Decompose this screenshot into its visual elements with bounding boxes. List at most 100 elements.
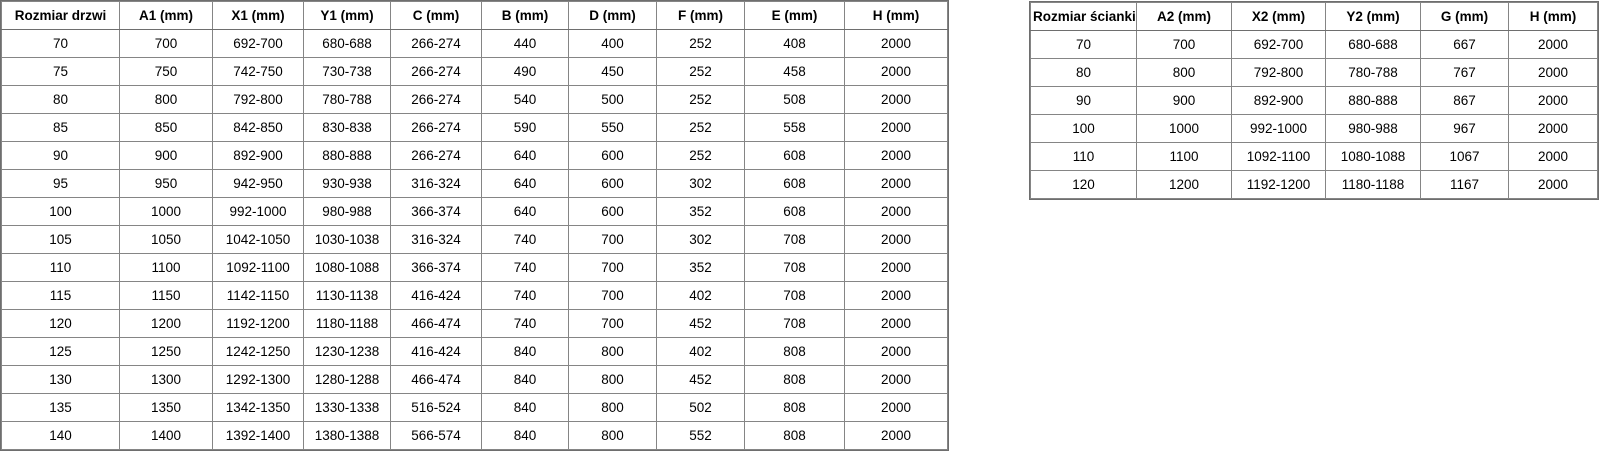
table-cell: 590 (481, 113, 569, 142)
table-cell: 900 (119, 141, 213, 170)
table-cell: 742-750 (212, 57, 304, 86)
table-cell: 490 (481, 57, 569, 86)
table-cell: 850 (119, 113, 213, 142)
table-cell: 1330-1338 (303, 393, 391, 422)
table-cell: 85 (1, 113, 120, 142)
table-row: 115 1150 1142-1150 1130-1138 416-424 740 700 40… (1, 281, 948, 310)
table-cell: 680-688 (1325, 30, 1421, 59)
table-row: 110 1100 1092-1100 1080-1088 1067 2000 (1030, 142, 1598, 171)
table-row: 100 1000 992-1000 980-988 967 2000 (1030, 114, 1598, 143)
table-cell: 2000 (844, 337, 948, 366)
column-header: X2 (mm) (1231, 2, 1326, 31)
column-header: A1 (mm) (119, 1, 213, 30)
table-row: 100 1000 992-1000 980-988 366-374 640 600 352 60… (1, 197, 948, 226)
table-cell: 540 (481, 85, 569, 114)
table-cell: 1142-1150 (212, 281, 304, 310)
table-cell: 90 (1030, 86, 1137, 115)
table-cell: 402 (656, 281, 745, 310)
table-cell: 800 (568, 365, 657, 394)
door-dimensions-table: Rozmiar drzwi A1 (mm) X1 (mm) Y1 (mm) C (mm)… (0, 0, 949, 451)
table-cell: 2000 (1508, 30, 1598, 59)
table-cell: 692-700 (212, 29, 304, 58)
table-cell: 1350 (119, 393, 213, 422)
table-cell: 2000 (844, 29, 948, 58)
table-cell: 608 (744, 197, 845, 226)
table-cell: 600 (568, 169, 657, 198)
table-cell: 2000 (1508, 86, 1598, 115)
table-cell: 516-524 (390, 393, 482, 422)
table-cell: 550 (568, 113, 657, 142)
table-cell: 115 (1, 281, 120, 310)
table-cell: 1192-1200 (1231, 170, 1326, 199)
table-cell: 792-800 (212, 85, 304, 114)
table-cell: 1200 (1136, 170, 1232, 199)
table-cell: 2000 (1508, 142, 1598, 171)
table-cell: 466-474 (390, 365, 482, 394)
table-cell: 1050 (119, 225, 213, 254)
table-cell: 692-700 (1231, 30, 1326, 59)
table-cell: 252 (656, 29, 745, 58)
table-cell: 800 (568, 393, 657, 422)
table-row: 95 950 942-950 930-938 316-324 640 600 302 608 20… (1, 169, 948, 198)
table-cell: 1400 (119, 421, 213, 450)
column-header: E (mm) (744, 1, 845, 30)
table-cell: 700 (568, 309, 657, 338)
table-cell: 800 (1136, 58, 1232, 87)
table-cell: 140 (1, 421, 120, 450)
table-cell: 2000 (844, 365, 948, 394)
table-cell: 842-850 (212, 113, 304, 142)
table-cell: 416-424 (390, 337, 482, 366)
table-cell: 2000 (1508, 58, 1598, 87)
table-cell: 840 (481, 421, 569, 450)
table-cell: 100 (1, 197, 120, 226)
column-header: H (mm) (1508, 2, 1598, 31)
table-cell: 892-900 (212, 141, 304, 170)
table-cell: 105 (1, 225, 120, 254)
table-row: 80 800 792-800 780-788 767 2000 (1030, 58, 1598, 87)
table-cell: 808 (744, 421, 845, 450)
table-cell: 708 (744, 281, 845, 310)
table-cell: 1242-1250 (212, 337, 304, 366)
table-cell: 252 (656, 113, 745, 142)
table-cell: 1380-1388 (303, 421, 391, 450)
table-cell: 700 (568, 253, 657, 282)
table-cell: 466-474 (390, 309, 482, 338)
table-cell: 992-1000 (212, 197, 304, 226)
table-cell: 1230-1238 (303, 337, 391, 366)
table-cell: 840 (481, 365, 569, 394)
table-cell: 867 (1420, 86, 1509, 115)
table-cell: 640 (481, 197, 569, 226)
table-cell: 700 (568, 281, 657, 310)
table-cell: 316-324 (390, 169, 482, 198)
table-cell: 100 (1030, 114, 1137, 143)
table-cell: 1180-1188 (303, 309, 391, 338)
column-header: A2 (mm) (1136, 2, 1232, 31)
table-cell: 450 (568, 57, 657, 86)
table-cell: 740 (481, 309, 569, 338)
table-row: 130 1300 1292-1300 1280-1288 466-474 840 800 45… (1, 365, 948, 394)
table-cell: 1192-1200 (212, 309, 304, 338)
table-cell: 266-274 (390, 29, 482, 58)
table-cell: 730-738 (303, 57, 391, 86)
table-cell: 458 (744, 57, 845, 86)
table-cell: 2000 (844, 197, 948, 226)
table-cell: 1000 (1136, 114, 1232, 143)
table-cell: 1250 (119, 337, 213, 366)
table-cell: 75 (1, 57, 120, 86)
table-cell: 402 (656, 337, 745, 366)
table-row: 120 1200 1192-1200 1180-1188 466-474 740 700 45… (1, 309, 948, 338)
table-cell: 808 (744, 393, 845, 422)
table-cell: 2000 (1508, 170, 1598, 199)
table-cell: 2000 (844, 141, 948, 170)
table-cell: 930-938 (303, 169, 391, 198)
table-cell: 1080-1088 (1325, 142, 1421, 171)
column-header: F (mm) (656, 1, 745, 30)
table-cell: 2000 (844, 225, 948, 254)
table-cell: 1180-1188 (1325, 170, 1421, 199)
table-row: 135 1350 1342-1350 1330-1338 516-524 840 800 50… (1, 393, 948, 422)
table-cell: 980-988 (1325, 114, 1421, 143)
table-cell: 80 (1, 85, 120, 114)
table-row: 120 1200 1192-1200 1180-1188 1167 2000 (1030, 170, 1598, 199)
table-cell: 640 (481, 169, 569, 198)
table-cell: 1150 (119, 281, 213, 310)
